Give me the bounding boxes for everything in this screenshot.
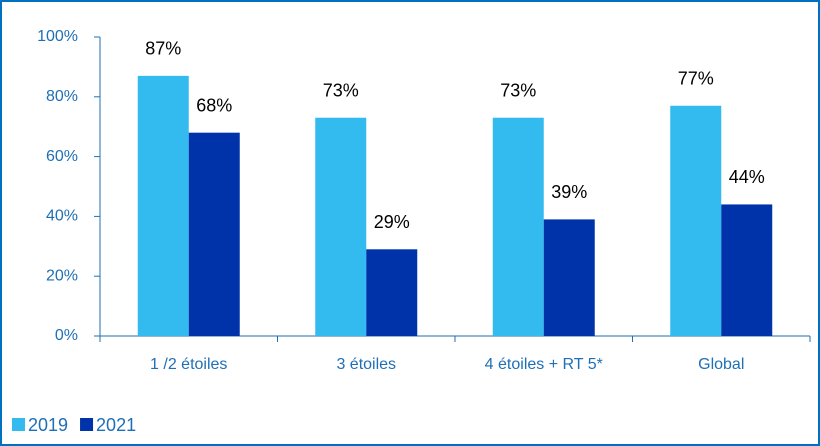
y-tick-label: 40% [46,208,78,225]
bar [492,117,544,336]
value-label: 68% [196,95,232,115]
x-tick-label: 3 étoiles [336,356,396,373]
value-label: 44% [729,167,765,187]
value-label: 39% [551,182,587,202]
y-tick-label: 80% [46,88,78,105]
bar [188,132,240,336]
x-tick-label: 1 /2 étoiles [150,356,227,373]
y-tick-label: 100% [37,28,78,45]
x-tick-label: 4 étoiles + RT 5* [485,356,603,373]
value-label: 73% [323,80,359,100]
y-tick-label: 20% [46,267,78,284]
value-label: 77% [678,69,714,89]
bar [137,75,189,337]
x-tick-label: Global [698,356,744,373]
legend-swatch [80,418,94,431]
legend-swatch [12,418,25,431]
bar [670,105,722,337]
bar [315,117,367,336]
value-label: 73% [500,80,536,100]
value-label: 29% [374,212,410,232]
bar [366,249,418,336]
value-label: 87% [145,39,181,59]
legend-label: 2019 [28,415,68,435]
bar [543,219,595,336]
bar [721,204,773,336]
y-tick-label: 0% [55,327,78,344]
legend-label: 2021 [96,415,136,435]
y-tick-label: 60% [46,148,78,165]
